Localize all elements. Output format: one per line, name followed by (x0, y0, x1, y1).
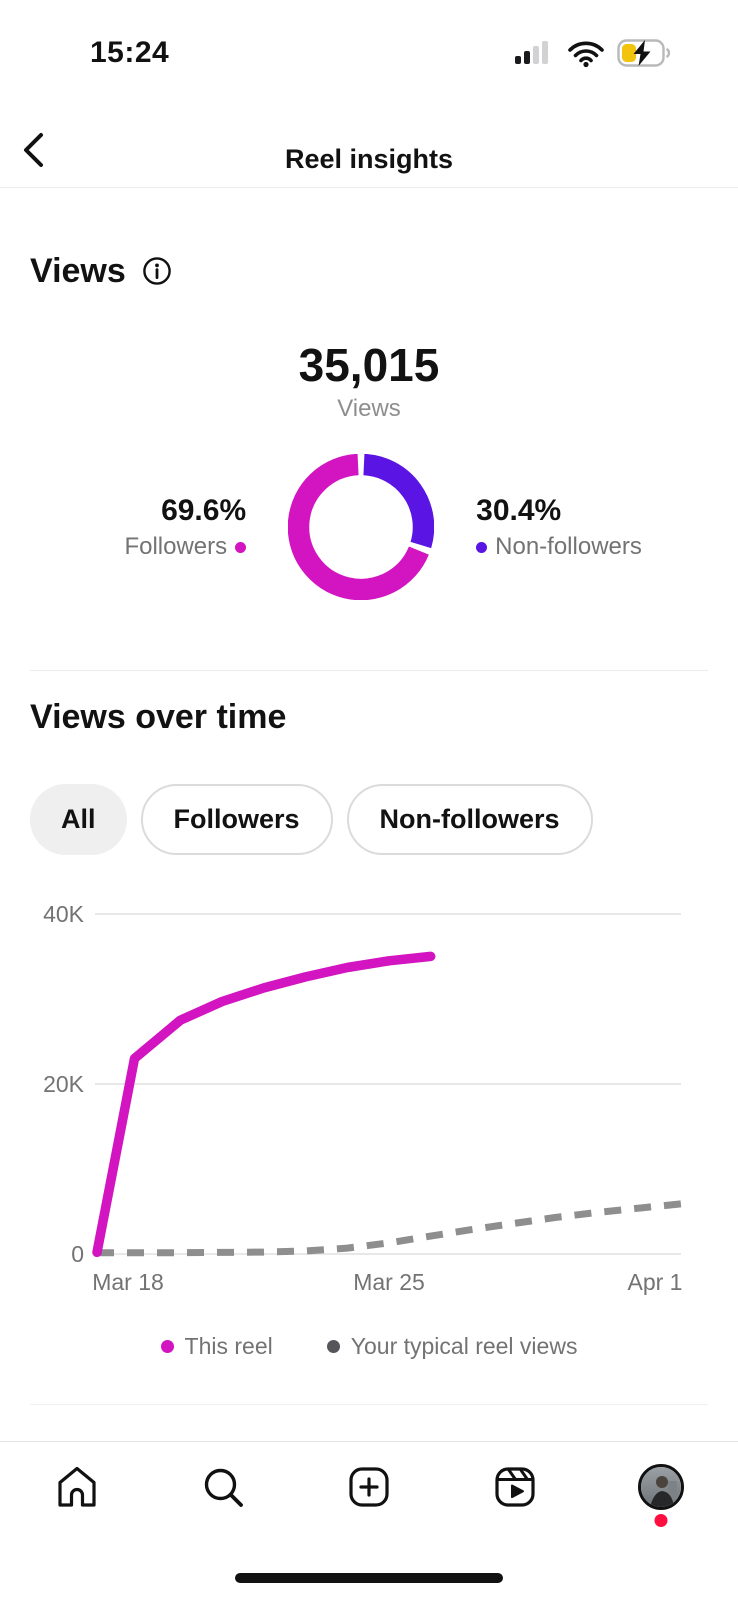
legend-typical-views: Your typical reel views (326, 1333, 577, 1360)
content-bottom-divider (30, 1404, 708, 1405)
typical-views-legend-dot (326, 1340, 340, 1353)
page-title: Reel insights (284, 144, 454, 174)
tab-reels[interactable] (492, 1464, 538, 1510)
home-indicator[interactable] (235, 1573, 503, 1583)
views-info-button[interactable] (142, 256, 172, 286)
back-chevron-icon (24, 133, 43, 167)
tab-home[interactable] (54, 1464, 100, 1510)
this-reel-legend-dot (160, 1340, 174, 1353)
clock: 15:24 (90, 36, 170, 69)
views-over-time-chart[interactable]: 40K 20K 0 Mar 18 Mar 25 Apr 1 (0, 857, 738, 1307)
filter-non-followers[interactable]: Non-followers (346, 784, 593, 855)
wifi-icon (568, 41, 604, 68)
status-bar: 15:24 (0, 0, 738, 86)
back-button[interactable] (16, 128, 50, 172)
followers-donut-chart[interactable] (288, 454, 435, 600)
info-icon (142, 257, 171, 285)
create-icon (349, 1467, 389, 1507)
legend-this-reel: This reel (160, 1333, 273, 1360)
section-divider (30, 670, 708, 671)
followers-percent: 69.6% (161, 494, 247, 527)
battery-charging-icon (617, 39, 670, 67)
typical-reel-views-line (97, 1200, 682, 1257)
reels-icon (495, 1467, 535, 1507)
this-reel-line (92, 951, 436, 1258)
views-heading: Views (30, 252, 126, 290)
followers-dot (235, 541, 247, 553)
tab-profile[interactable] (638, 1464, 684, 1527)
tab-create[interactable] (346, 1464, 392, 1510)
followers-stat: 69.6% Followers (96, 493, 247, 561)
tab-bar (0, 1441, 738, 1527)
xtick-apr1: Apr 1 (628, 1269, 683, 1295)
non-followers-percent: 30.4% (476, 494, 562, 527)
nav-header: Reel insights (0, 86, 738, 188)
non-followers-stat: 30.4% Non-followers (476, 493, 642, 561)
tab-search[interactable] (200, 1464, 246, 1510)
views-over-time-heading: Views over time (30, 698, 287, 736)
followers-label: Followers (124, 533, 228, 560)
ytick-20k: 20K (43, 1071, 85, 1097)
avatar (638, 1464, 684, 1510)
avatar-photo (641, 1467, 681, 1507)
total-views-value: 35,015 (298, 339, 440, 391)
xtick-mar18: Mar 18 (92, 1269, 164, 1295)
notification-dot (654, 1514, 668, 1527)
cellular-signal-icon (515, 41, 548, 64)
xtick-mar25: Mar 25 (353, 1269, 425, 1295)
ytick-0: 0 (71, 1241, 84, 1267)
search-icon (204, 1468, 243, 1507)
total-views-label: Views (337, 395, 401, 422)
non-followers-dot (476, 541, 488, 553)
non-followers-label: Non-followers (495, 533, 642, 560)
filter-all[interactable]: All (30, 784, 127, 855)
donut-segment-non-followers (363, 454, 435, 549)
home-icon (58, 1466, 96, 1507)
ytick-40k: 40K (43, 901, 85, 927)
chart-legend: This reel Your typical reel views (0, 1333, 738, 1360)
donut-segment-followers (288, 454, 429, 600)
filter-pills: All Followers Non-followers (0, 784, 738, 855)
filter-followers[interactable]: Followers (140, 784, 333, 855)
